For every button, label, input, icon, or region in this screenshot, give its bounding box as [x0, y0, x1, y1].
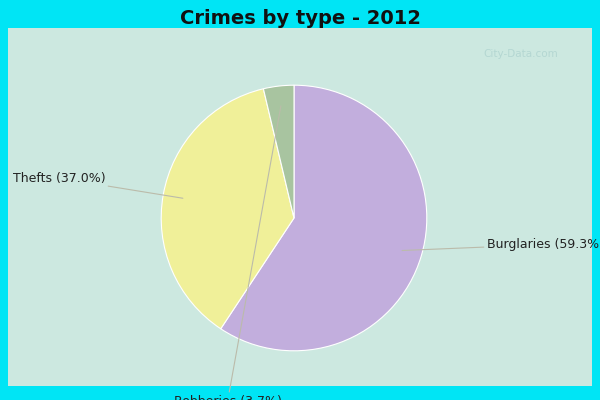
Wedge shape	[161, 89, 294, 329]
Text: Crimes by type - 2012: Crimes by type - 2012	[179, 8, 421, 28]
Text: Burglaries (59.3%): Burglaries (59.3%)	[402, 238, 600, 251]
Wedge shape	[221, 85, 427, 351]
Text: City-Data.com: City-Data.com	[483, 49, 558, 59]
Text: Thefts (37.0%): Thefts (37.0%)	[13, 172, 183, 198]
Wedge shape	[263, 85, 294, 218]
Text: Robberies (3.7%): Robberies (3.7%)	[173, 106, 281, 400]
FancyBboxPatch shape	[8, 28, 592, 386]
